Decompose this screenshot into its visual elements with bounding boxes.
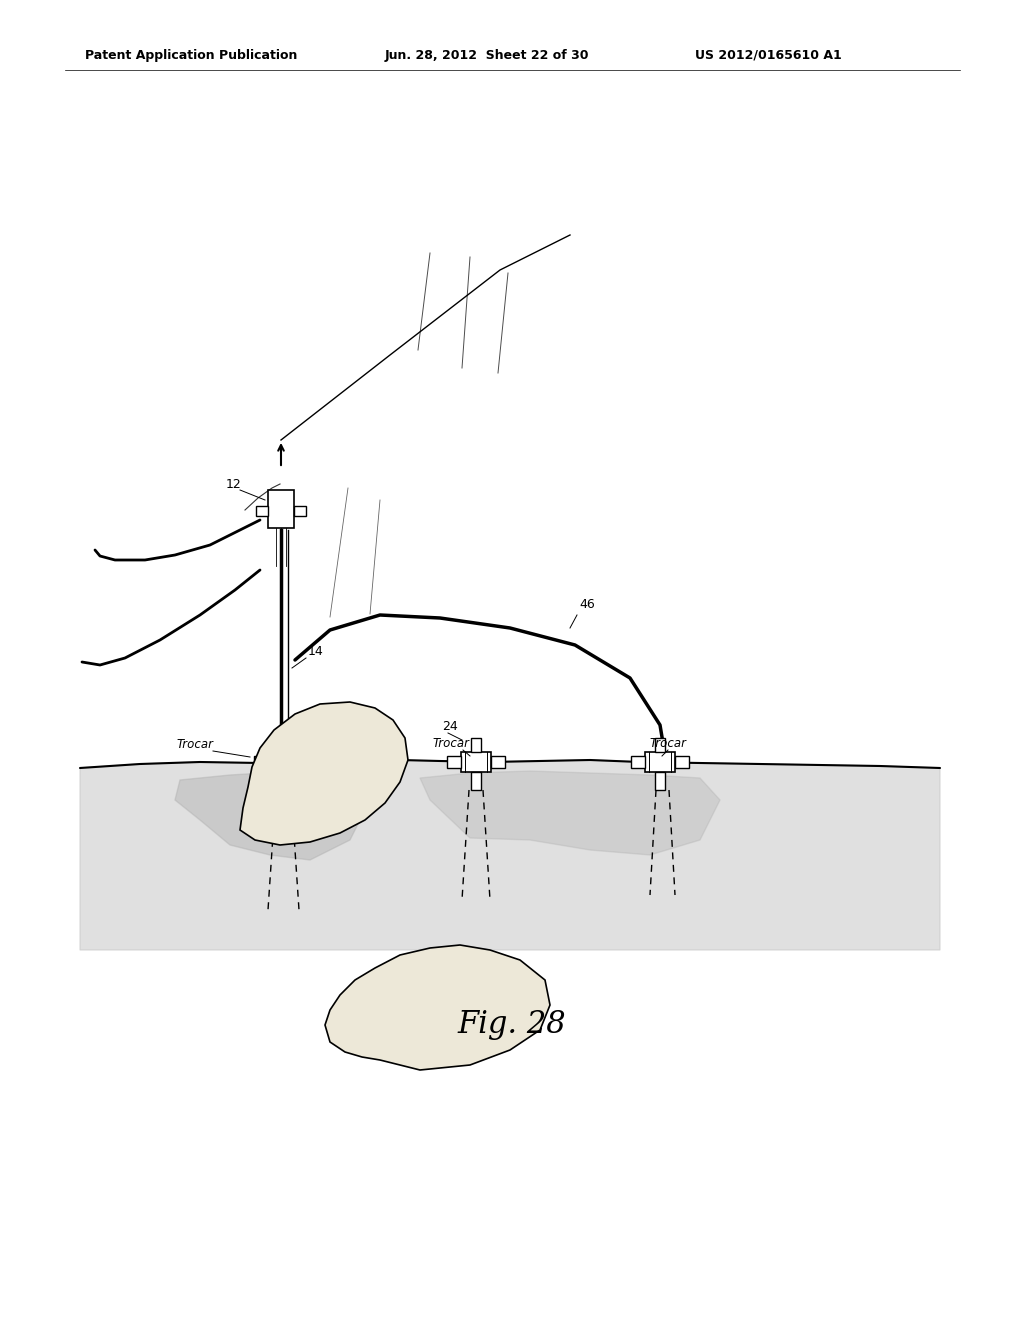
Bar bbox=[278, 772, 288, 789]
Bar bbox=[254, 756, 268, 768]
Bar bbox=[256, 506, 268, 516]
Polygon shape bbox=[325, 945, 550, 1071]
Bar bbox=[294, 506, 306, 516]
Polygon shape bbox=[420, 771, 720, 855]
Text: 24: 24 bbox=[442, 719, 458, 733]
Bar bbox=[278, 738, 288, 752]
Bar bbox=[490, 756, 505, 768]
Bar bbox=[298, 756, 312, 768]
Bar bbox=[268, 752, 298, 772]
Bar bbox=[631, 756, 645, 768]
Bar bbox=[655, 738, 665, 752]
Text: Fig. 28: Fig. 28 bbox=[458, 1010, 566, 1040]
Bar bbox=[471, 772, 481, 789]
Text: 12: 12 bbox=[226, 478, 242, 491]
Text: Trocar: Trocar bbox=[176, 738, 213, 751]
Bar bbox=[268, 490, 294, 528]
Bar bbox=[645, 752, 675, 772]
Text: Jun. 28, 2012  Sheet 22 of 30: Jun. 28, 2012 Sheet 22 of 30 bbox=[385, 49, 590, 62]
Bar bbox=[675, 756, 689, 768]
Bar bbox=[461, 752, 490, 772]
Text: Trocar: Trocar bbox=[432, 737, 469, 750]
Polygon shape bbox=[240, 702, 408, 845]
Polygon shape bbox=[80, 760, 940, 950]
Text: Trocar: Trocar bbox=[649, 737, 686, 750]
Text: 46: 46 bbox=[579, 598, 595, 611]
Bar bbox=[471, 738, 481, 752]
Bar bbox=[447, 756, 461, 768]
Text: US 2012/0165610 A1: US 2012/0165610 A1 bbox=[695, 49, 842, 62]
Text: 14: 14 bbox=[308, 645, 324, 657]
Text: Patent Application Publication: Patent Application Publication bbox=[85, 49, 297, 62]
Polygon shape bbox=[175, 772, 370, 861]
Bar bbox=[655, 772, 665, 789]
